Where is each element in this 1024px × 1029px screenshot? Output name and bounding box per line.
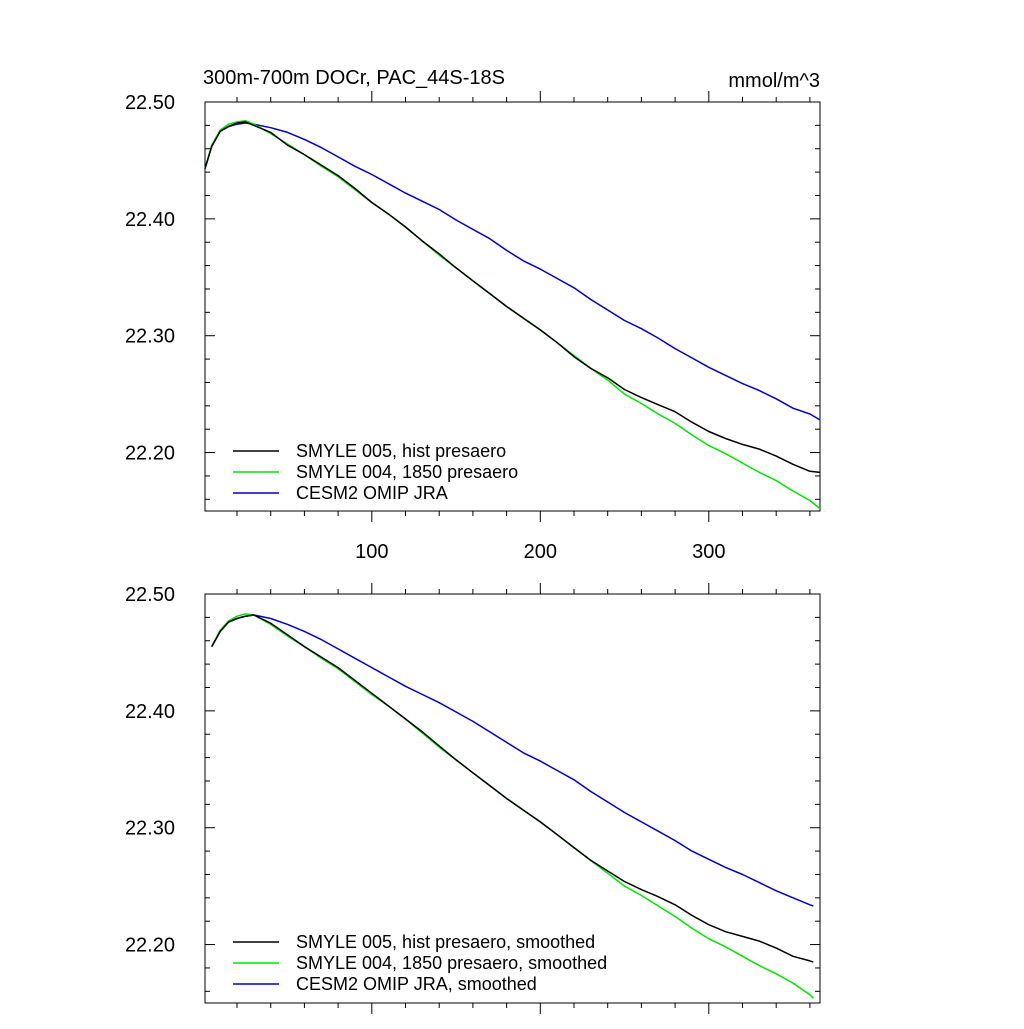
- x-tick-label: 300: [692, 541, 725, 563]
- legend-label: CESM2 OMIP JRA: [296, 483, 448, 503]
- series-line-2: [211, 614, 814, 907]
- units-label: mmol/m^3: [728, 70, 820, 92]
- plot-frame: [204, 101, 821, 512]
- y-tick-label: 22.50: [125, 92, 175, 114]
- y-tick-label: 22.30: [125, 326, 175, 348]
- top-plot-panel: 22.20 22.30 22.40 22.50 100 200 300 SMYLE 005, …: [125, 91, 821, 563]
- y-tick-label: 22.20: [125, 935, 175, 957]
- legend-label: SMYLE 004, 1850 presaero, smoothed: [296, 953, 607, 973]
- series-line-0: [204, 121, 821, 474]
- legend-label: CESM2 OMIP JRA, smoothed: [296, 974, 537, 994]
- bottom-plot-panel: 22.20 22.30 22.40 22.50 SMYLE 005, hist pres…: [125, 583, 821, 1014]
- y-tick-label: 22.40: [125, 701, 175, 723]
- x-tick-label: 200: [524, 541, 557, 563]
- x-tick-label: 100: [355, 541, 388, 563]
- y-tick-label: 22.40: [125, 209, 175, 231]
- series-line-2: [204, 122, 821, 421]
- series-line-0: [211, 614, 814, 963]
- y-tick-label: 22.20: [125, 443, 175, 465]
- y-tick-label: 22.50: [125, 584, 175, 606]
- chart-title: 300m-700m DOCr, PAC_44S-18S: [203, 67, 505, 89]
- legend-label: SMYLE 005, hist presaero, smoothed: [296, 932, 595, 952]
- y-tick-label: 22.30: [125, 818, 175, 840]
- plot-frame: [204, 593, 821, 1004]
- legend-label: SMYLE 005, hist presaero: [296, 441, 506, 461]
- legend-label: SMYLE 004, 1850 presaero: [296, 462, 518, 482]
